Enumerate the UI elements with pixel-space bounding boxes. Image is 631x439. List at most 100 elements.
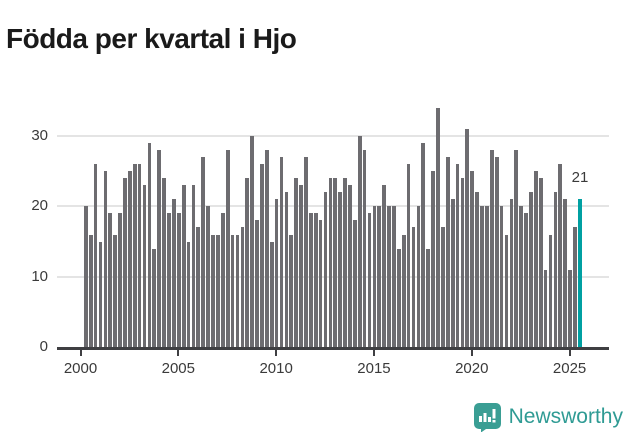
x-axis-label-2025: 2025 (552, 360, 587, 377)
quarter-bar-2006-q3 (211, 234, 215, 347)
quarter-bar-2020-q2 (480, 206, 484, 347)
quarter-bar-2005-q2 (186, 241, 191, 347)
quarter-bar-2007-q4 (235, 234, 240, 347)
quarter-bar-2025-q1 (573, 227, 577, 347)
quarter-bar-2021-q3 (504, 234, 509, 347)
quarter-bar-2019-q1 (455, 164, 460, 347)
quarter-bar-2015-q2 (382, 185, 387, 347)
quarter-bar-2019-q2 (460, 178, 465, 347)
quarter-bar-2000-q2 (88, 234, 93, 347)
quarter-bar-2017-q3 (426, 248, 431, 347)
quarter-bar-2016-q3 (406, 164, 411, 347)
quarter-bar-2014-q4 (372, 206, 377, 347)
quarter-bar-2006-q1 (201, 157, 206, 347)
x-axis-label-2005: 2005 (161, 360, 195, 377)
quarter-bar-2011-q4 (313, 213, 318, 347)
quarter-bar-2019-q3 (465, 129, 470, 347)
x-axis-tick-2010 (275, 350, 278, 356)
quarter-bar-2012-q1 (318, 220, 323, 347)
quarter-bar-2007-q3 (230, 234, 235, 347)
quarter-bar-2023-q3 (543, 269, 548, 347)
quarter-bar-2008-q4 (255, 220, 259, 347)
quarter-bar-2015-q3 (387, 206, 391, 347)
page-title: Födda per kvartal i Hjo (6, 22, 297, 54)
quarter-bar-2003-q1 (142, 185, 147, 347)
quarter-bar-2019-q4 (470, 171, 475, 347)
gridline-y20 (57, 205, 609, 208)
quarter-bar-2015-q4 (392, 206, 396, 347)
quarter-bar-2018-q1 (436, 107, 440, 347)
x-axis-label-2020: 2020 (455, 360, 489, 377)
quarter-bar-2012-q4 (333, 178, 338, 347)
quarter-bar-2022-q1 (514, 150, 519, 347)
quarter-bar-2010-q4 (294, 178, 298, 347)
quarter-bar-2011-q2 (304, 157, 308, 347)
quarter-bar-2001-q2 (108, 213, 113, 347)
quarter-bar-2016-q2 (401, 234, 406, 347)
quarter-bar-2018-q3 (445, 157, 450, 347)
quarter-bar-2024-q3 (563, 199, 567, 347)
quarter-bar-2003-q2 (147, 143, 152, 347)
quarter-bar-2008-q2 (245, 178, 250, 347)
y-axis-label-30: 30 (31, 127, 48, 145)
quarter-bar-2002-q4 (137, 164, 142, 347)
quarter-bar-2004-q1 (162, 178, 166, 347)
quarter-bar-2016-q1 (397, 248, 401, 347)
quarter-bar-2003-q3 (152, 248, 157, 347)
quarter-bar-2007-q1 (220, 213, 225, 347)
quarter-bar-2000-q4 (98, 241, 103, 347)
quarter-bar-2004-q4 (176, 213, 181, 347)
quarter-bar-2005-q4 (196, 227, 201, 347)
quarter-bar-2018-q2 (441, 227, 445, 347)
quarter-bar-2003-q4 (157, 150, 162, 347)
newsworthy-logo-icon (473, 402, 501, 432)
quarter-bar-2010-q3 (289, 234, 294, 347)
quarter-bar-2013-q1 (338, 192, 343, 347)
newsworthy-logo[interactable]: Newsworthy (473, 401, 623, 433)
quarter-bar-2021-q2 (499, 206, 504, 347)
quarter-bar-2013-q3 (348, 185, 352, 347)
quarter-bar-2006-q2 (206, 206, 210, 347)
quarter-bar-2008-q3 (250, 136, 254, 347)
x-axis-line (57, 347, 609, 350)
quarter-bar-2000-q1 (84, 206, 88, 347)
y-axis-label-20: 20 (31, 197, 48, 215)
quarter-bar-2011-q3 (308, 213, 313, 347)
quarter-bar-2013-q4 (353, 220, 357, 347)
quarter-bar-2001-q3 (113, 234, 118, 347)
quarter-bar-2009-q2 (264, 150, 269, 347)
quarter-bar-2000-q3 (93, 164, 98, 347)
quarter-bar-2024-q4 (568, 269, 572, 347)
quarter-bar-2006-q4 (216, 234, 220, 347)
quarter-bar-2002-q1 (123, 178, 127, 347)
quarter-bar-2010-q1 (279, 157, 284, 347)
quarter-bar-2004-q3 (172, 199, 176, 347)
x-axis-label-2010: 2010 (259, 360, 293, 377)
x-axis-tick-2020 (470, 350, 473, 356)
quarter-bar-2007-q2 (225, 150, 230, 347)
newsworthy-wordmark: Newsworthy (508, 405, 623, 428)
quarter-bar-2024-q1 (553, 192, 558, 347)
quarter-bar-2023-q1 (533, 171, 538, 347)
quarter-bar-2014-q2 (362, 150, 367, 347)
quarter-bar-2002-q2 (128, 171, 132, 347)
quarter-bar-2024-q2 (558, 164, 563, 347)
quarter-bar-2023-q2 (538, 178, 543, 347)
quarter-bar-2009-q1 (260, 164, 264, 347)
quarter-bar-2011-q1 (299, 185, 303, 347)
highlighted-bar-value-label: 21 (571, 169, 589, 186)
y-axis-label-0: 0 (39, 338, 48, 355)
y-axis-label-10: 10 (31, 267, 48, 285)
quarter-bar-2014-q3 (367, 213, 372, 347)
quarter-bar-2022-q2 (519, 206, 523, 347)
highlighted-quarter-bar-2025-q2 (577, 199, 582, 347)
quarter-bar-2022-q4 (529, 192, 533, 347)
quarter-bar-2015-q1 (377, 206, 382, 347)
quarter-bar-2002-q3 (132, 164, 137, 347)
quarter-bar-2010-q2 (284, 192, 289, 347)
quarter-bar-2012-q2 (323, 192, 328, 347)
x-axis-tick-2005 (177, 350, 180, 356)
quarter-bar-2009-q4 (274, 199, 279, 347)
quarter-bar-2005-q3 (191, 185, 196, 347)
